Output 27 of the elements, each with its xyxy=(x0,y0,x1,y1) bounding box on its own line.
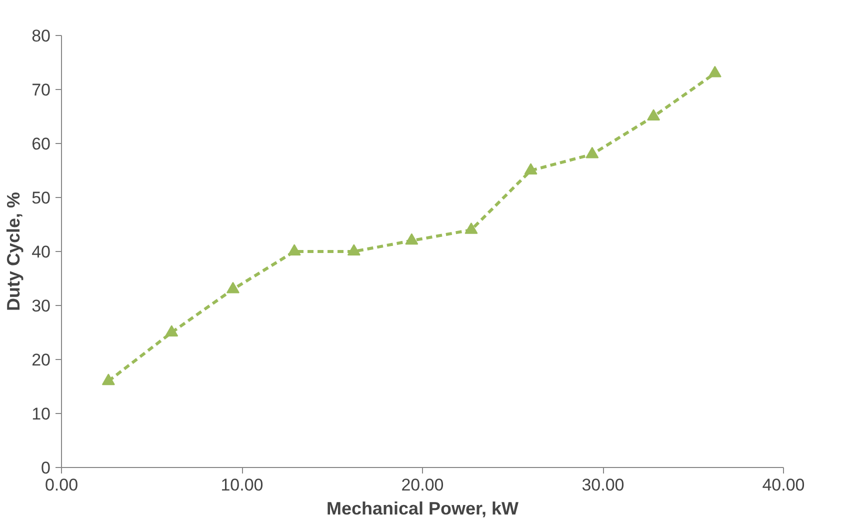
y-tick-label: 50 xyxy=(32,188,51,208)
x-tick-label: 10.00 xyxy=(220,476,264,494)
point xyxy=(226,282,240,294)
y-axis-title: Duty Cycle, % xyxy=(4,192,24,312)
point xyxy=(524,163,538,174)
point xyxy=(288,244,301,256)
point xyxy=(165,325,178,336)
point xyxy=(586,146,599,158)
x-tick-label: 0.00 xyxy=(44,476,78,494)
y-tick-label: 40 xyxy=(32,242,51,262)
point xyxy=(464,222,478,234)
x-tick-label: 20.00 xyxy=(401,476,444,494)
x-tick-label: 30.00 xyxy=(582,476,624,494)
point xyxy=(102,374,115,386)
point xyxy=(347,244,360,256)
x-tick-label: 40.00 xyxy=(762,476,805,494)
x-axis-title: Mechanical Power, kW xyxy=(326,498,519,518)
point xyxy=(405,233,418,245)
y-tick-label: 20 xyxy=(32,350,51,370)
y-tick-label: 0 xyxy=(41,458,51,478)
point xyxy=(708,66,722,78)
y-tick-label: 80 xyxy=(32,26,51,46)
y-tick-label: 60 xyxy=(32,134,51,154)
y-tick-label: 10 xyxy=(32,404,51,424)
y-tick-label: 30 xyxy=(32,296,51,316)
point xyxy=(647,109,660,120)
y-tick-label: 70 xyxy=(32,80,51,100)
